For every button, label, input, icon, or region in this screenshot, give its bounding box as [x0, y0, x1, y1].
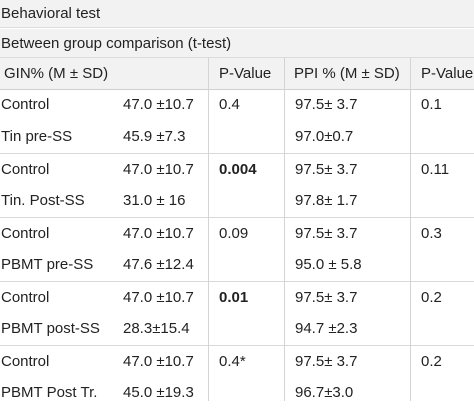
cell-ppi-value: 97.5± 3.7 [295, 161, 358, 178]
cell-p-value-ppi: 0.2 [421, 289, 442, 306]
cell-ppi-value: 97.5± 3.7 [295, 96, 358, 113]
table-row: Tin. Post-SS 31.0 ± 16 97.8± 1.7 [0, 185, 474, 217]
table-row: Tin pre-SS 45.9 ±7.3 97.0±0.7 [0, 121, 474, 153]
table-row: Control 47.0 ±10.7 97.5± 3.7 0.01 0.2 [0, 281, 474, 314]
cell-gin-value: 31.0 ± 16 [123, 192, 186, 209]
cell-ppi-value: 97.5± 3.7 [295, 225, 358, 242]
cell-gin-value: 47.0 ±10.7 [123, 161, 194, 178]
column-divider-ppi [284, 58, 285, 401]
cell-p-value-ppi: 0.2 [421, 353, 442, 370]
cell-gin-value: 47.0 ±10.7 [123, 353, 194, 370]
table-title: Behavioral test [0, 0, 474, 28]
table-row: PBMT post-SS 28.3±15.4 94.7 ±2.3 [0, 313, 474, 345]
cell-gin-value: 45.0 ±19.3 [123, 384, 194, 401]
table-row: Control 47.0 ±10.7 97.5± 3.7 0.4 0.1 [0, 89, 474, 121]
cell-gin-value: 28.3±15.4 [123, 320, 190, 337]
cell-gin-value: 47.0 ±10.7 [123, 96, 194, 113]
cell-p-value-gin: 0.4* [219, 353, 246, 370]
table-row: Control 47.0 ±10.7 97.5± 3.7 0.4* 0.2 [0, 345, 474, 378]
column-divider-p2 [410, 58, 411, 401]
cell-p-value-ppi: 0.3 [421, 225, 442, 242]
cell-gin-value: 47.6 ±12.4 [123, 256, 194, 273]
cell-p-value-gin: 0.004 [219, 161, 257, 178]
table-row: PBMT pre-SS 47.6 ±12.4 95.0 ± 5.8 [0, 249, 474, 281]
header-row: GIN% (M ± SD) P-Value PPI % (M ± SD) P-V… [0, 58, 474, 90]
cell-ppi-value: 94.7 ±2.3 [295, 320, 358, 337]
cell-group-name: PBMT Post Tr. [1, 384, 98, 401]
cell-gin-value: 45.9 ±7.3 [123, 128, 186, 145]
header-p-value-2: P-Value [421, 65, 474, 82]
cell-group-name: Control [1, 161, 50, 178]
table-row: Control 47.0 ±10.7 97.5± 3.7 0.004 0.11 [0, 153, 474, 186]
cell-group-name: PBMT pre-SS [1, 256, 94, 273]
cell-p-value-gin: 0.09 [219, 225, 249, 242]
cell-p-value-gin: 0.4 [219, 96, 240, 113]
cell-group-name: Control [1, 289, 50, 306]
table-subtitle: Between group comparison (t-test) [0, 29, 474, 58]
cell-group-name: Tin. Post-SS [1, 192, 85, 209]
cell-group-name: Control [1, 225, 50, 242]
table-row: PBMT Post Tr. 45.0 ±19.3 96.7±3.0 [0, 377, 474, 409]
cell-gin-value: 47.0 ±10.7 [123, 225, 194, 242]
cell-ppi-value: 96.7±3.0 [295, 384, 354, 401]
cell-ppi-value: 97.0±0.7 [295, 128, 354, 145]
header-p-value-1: P-Value [219, 65, 272, 82]
header-ppi: PPI % (M ± SD) [294, 65, 400, 82]
column-divider-p1 [208, 58, 209, 401]
table-row: Control 47.0 ±10.7 97.5± 3.7 0.09 0.3 [0, 217, 474, 250]
cell-p-value-ppi: 0.1 [421, 96, 442, 113]
cell-ppi-value: 97.8± 1.7 [295, 192, 358, 209]
cell-gin-value: 47.0 ±10.7 [123, 289, 194, 306]
cell-group-name: Control [1, 96, 50, 113]
cell-p-value-gin: 0.01 [219, 289, 249, 306]
cell-group-name: Control [1, 353, 50, 370]
cell-p-value-ppi: 0.11 [421, 161, 450, 178]
cell-ppi-value: 97.5± 3.7 [295, 353, 358, 370]
header-gin: GIN% (M ± SD) [4, 65, 109, 82]
cell-group-name: PBMT post-SS [1, 320, 100, 337]
cell-group-name: Tin pre-SS [1, 128, 73, 145]
cell-ppi-value: 95.0 ± 5.8 [295, 256, 362, 273]
cell-ppi-value: 97.5± 3.7 [295, 289, 358, 306]
